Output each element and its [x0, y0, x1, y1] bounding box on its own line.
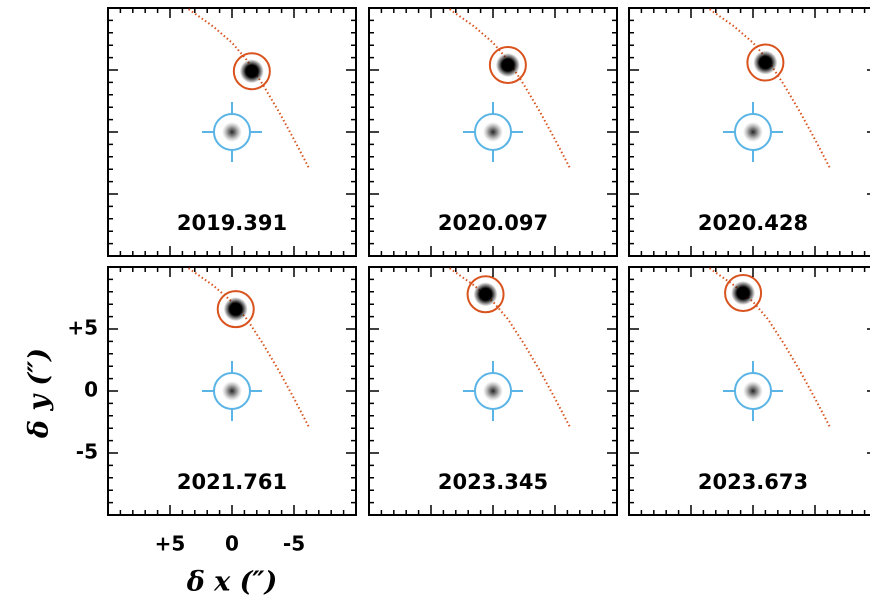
- y-axis-title: δ y (″): [24, 348, 55, 439]
- y-tick-label: +5: [67, 316, 98, 340]
- panel: 2020.428: [629, 8, 870, 256]
- host-source: [483, 122, 503, 142]
- host-source: [743, 381, 763, 401]
- companion-source: [224, 297, 248, 321]
- panel: 2023.673: [629, 267, 870, 515]
- x-axis-title: δ x (″): [186, 567, 278, 598]
- panel: 2023.345: [369, 267, 617, 515]
- companion-source: [731, 281, 755, 305]
- companion-source: [753, 51, 777, 75]
- host-source: [483, 381, 503, 401]
- epoch-label: 2023.673: [698, 470, 808, 494]
- panel: 2020.097: [369, 8, 617, 256]
- x-tick-label: +5: [155, 532, 186, 556]
- y-tick-label: 0: [84, 378, 98, 402]
- companion-source: [474, 282, 498, 306]
- host-source: [743, 122, 763, 142]
- host-source: [222, 122, 242, 142]
- panel: 2021.761 +5 0 -5 +5 0 -5: [67, 267, 356, 556]
- panel: 2019.391: [108, 8, 356, 256]
- epoch-label: 2019.391: [177, 211, 287, 235]
- x-tick-label: -5: [283, 532, 305, 556]
- epoch-label: 2023.345: [438, 470, 548, 494]
- y-tick-label: -5: [76, 440, 98, 464]
- figure: δ x (″) δ y (″) 2019.391 2020.097 2020.428…: [0, 0, 870, 606]
- x-tick-label: 0: [225, 532, 239, 556]
- host-source: [222, 381, 242, 401]
- epoch-label: 2020.097: [438, 211, 548, 235]
- epoch-label: 2020.428: [698, 211, 808, 235]
- companion-source: [496, 53, 520, 77]
- epoch-label: 2021.761: [177, 470, 287, 494]
- companion-source: [240, 59, 264, 83]
